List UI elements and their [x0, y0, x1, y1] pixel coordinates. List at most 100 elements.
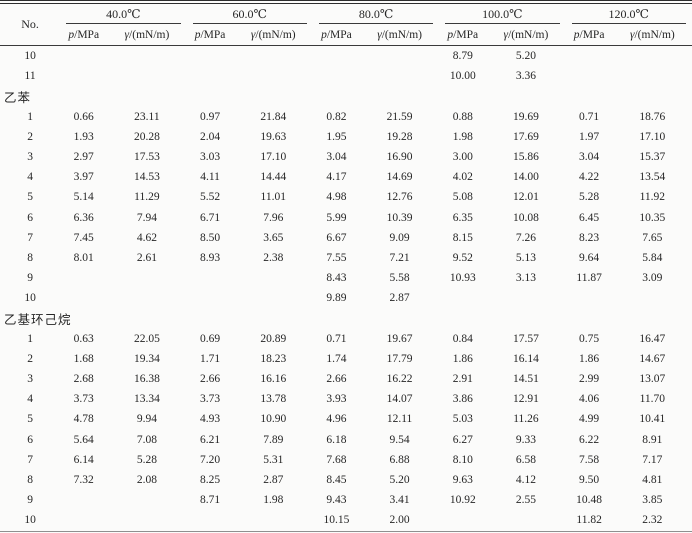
column-header-surface-tension: γ/(mN/m)	[486, 24, 566, 46]
pressure-value	[60, 46, 107, 67]
table-row: 2 1.93 20.28 2.04 19.63 1.95 19.28 1.98 17.69 1.9…	[0, 127, 692, 147]
pressure-value	[313, 66, 360, 86]
surface-tension-value: 14.44	[260, 171, 287, 184]
surface-tension-value: 5.20	[389, 474, 410, 487]
surface-tension-value: 6.58	[515, 453, 536, 466]
surface-tension-value: 5.13	[515, 251, 536, 264]
surface-tension-value: 4.12	[515, 474, 536, 487]
column-header-temp-80: 80.0℃	[313, 2, 439, 24]
pressure-value: 3.04	[326, 151, 347, 164]
surface-tension-value	[107, 288, 186, 308]
column-header-pressure: p/MPa	[186, 24, 234, 46]
surface-tension-value	[107, 490, 186, 510]
pressure-value: 6.22	[579, 433, 600, 446]
column-header-surface-tension: γ/(mN/m)	[107, 24, 187, 46]
table-row: 8 8.01 2.61 8.93 2.38 7.55 7.21 9.52 5.13 9.64 5.8…	[0, 248, 692, 268]
surface-tension-value	[486, 510, 565, 531]
pressure-value: 10.48	[576, 494, 603, 507]
surface-tension-value: 9.33	[515, 433, 536, 446]
pressure-value: 1.95	[326, 130, 347, 143]
column-header-temp-60: 60.0℃	[187, 2, 313, 24]
row-number: 10	[24, 514, 36, 527]
pressure-value: 6.67	[326, 231, 347, 244]
pressure-value: 5.52	[200, 191, 221, 204]
surface-tension-value: 3.09	[642, 272, 663, 285]
surface-tension-value: 14.53	[133, 171, 160, 184]
surface-tension-value: 2.38	[263, 251, 284, 264]
pressure-value: 3.97	[73, 171, 94, 184]
pressure-value	[60, 490, 107, 510]
surface-tension-value: 13.54	[639, 171, 666, 184]
table-row: 11 10.00 3.36	[0, 66, 692, 86]
pressure-value: 8.71	[200, 494, 221, 507]
pressure-value: 6.27	[452, 433, 473, 446]
row-number: 8	[27, 474, 33, 487]
pressure-value	[60, 288, 107, 308]
surface-tension-value: 17.10	[260, 151, 287, 164]
pressure-value: 4.98	[326, 191, 347, 204]
row-number: 10	[24, 292, 36, 305]
surface-tension-value: 20.28	[133, 130, 160, 143]
table-row: 7 7.45 4.62 8.50 3.65 6.67 9.09 8.15 7.26 8.23 7.6…	[0, 228, 692, 248]
surface-tension-value: 15.37	[639, 151, 666, 164]
surface-tension-value: 16.47	[639, 332, 666, 345]
column-header-pressure: p/MPa	[60, 24, 108, 46]
pressure-value: 1.86	[579, 352, 600, 365]
pressure-value	[187, 288, 234, 308]
surface-tension-value	[613, 66, 692, 86]
table-row: 4 3.97 14.53 4.11 14.44 4.17 14.69 4.02 14.00 4.2…	[0, 167, 692, 187]
surface-tension-value	[613, 46, 692, 67]
pressure-value: 9.63	[452, 474, 473, 487]
pressure-value: 3.00	[452, 151, 473, 164]
surface-tension-value: 7.89	[263, 433, 284, 446]
surface-tension-value: 14.51	[513, 373, 539, 386]
surface-tension-value: 6.88	[389, 453, 410, 466]
surface-tension-value: 14.07	[386, 393, 413, 406]
surface-tension-value: 15.86	[513, 151, 539, 164]
surface-tension-value	[234, 268, 313, 288]
row-number: 9	[27, 272, 33, 285]
surface-tension-value: 13.07	[639, 373, 666, 386]
surface-tension-value: 12.91	[513, 393, 539, 406]
surface-tension-value: 7.94	[136, 211, 157, 224]
surface-tension-value: 11.29	[134, 191, 160, 204]
surface-tension-value	[360, 66, 439, 86]
surface-tension-value: 7.17	[642, 453, 663, 466]
pressure-value: 0.97	[200, 110, 221, 123]
table-row: 5 4.78 9.94 4.93 10.90 4.96 12.11 5.03 11.26 4.99…	[0, 409, 692, 429]
pressure-value: 1.86	[452, 352, 473, 365]
pressure-value: 1.74	[326, 352, 347, 365]
surface-tension-value: 3.85	[642, 494, 663, 507]
column-header-pressure: p/MPa	[565, 24, 613, 46]
table-body: 10 8.79 5.20 11 10.00 3.36 乙苯 1 0.66 23.11 0.97 21.…	[0, 46, 692, 532]
column-header-surface-tension: γ/(mN/m)	[612, 24, 692, 46]
column-header-surface-tension: γ/(mN/m)	[359, 24, 440, 46]
pressure-value	[566, 288, 613, 308]
surface-tension-value: 17.69	[513, 130, 539, 143]
pressure-value: 8.15	[452, 231, 473, 244]
pressure-value: 11.87	[576, 272, 602, 285]
pressure-value: 1.68	[73, 352, 94, 365]
surface-tension-value: 7.26	[515, 231, 536, 244]
surface-tension-value: 19.69	[513, 110, 539, 123]
table-row: 10 8.79 5.20	[0, 46, 692, 67]
surface-tension-value	[107, 268, 186, 288]
surface-tension-value	[486, 288, 565, 308]
surface-tension-value: 5.28	[136, 453, 157, 466]
pressure-value: 7.20	[200, 453, 221, 466]
surface-tension-value: 10.39	[386, 211, 413, 224]
pressure-value: 3.86	[452, 393, 473, 406]
pressure-value: 5.28	[579, 191, 600, 204]
pressure-value: 6.45	[579, 211, 600, 224]
pressure-value	[313, 46, 360, 67]
row-number: 9	[27, 494, 33, 507]
pressure-value: 11.82	[576, 514, 602, 527]
pressure-value: 8.93	[200, 251, 221, 264]
surface-tension-value: 19.28	[386, 130, 413, 143]
pressure-value: 6.18	[326, 433, 347, 446]
pressure-value: 6.36	[73, 211, 94, 224]
row-number: 6	[27, 211, 33, 224]
row-number: 3	[27, 373, 33, 386]
pressure-value: 5.03	[452, 413, 473, 426]
pressure-value: 7.55	[326, 251, 347, 264]
